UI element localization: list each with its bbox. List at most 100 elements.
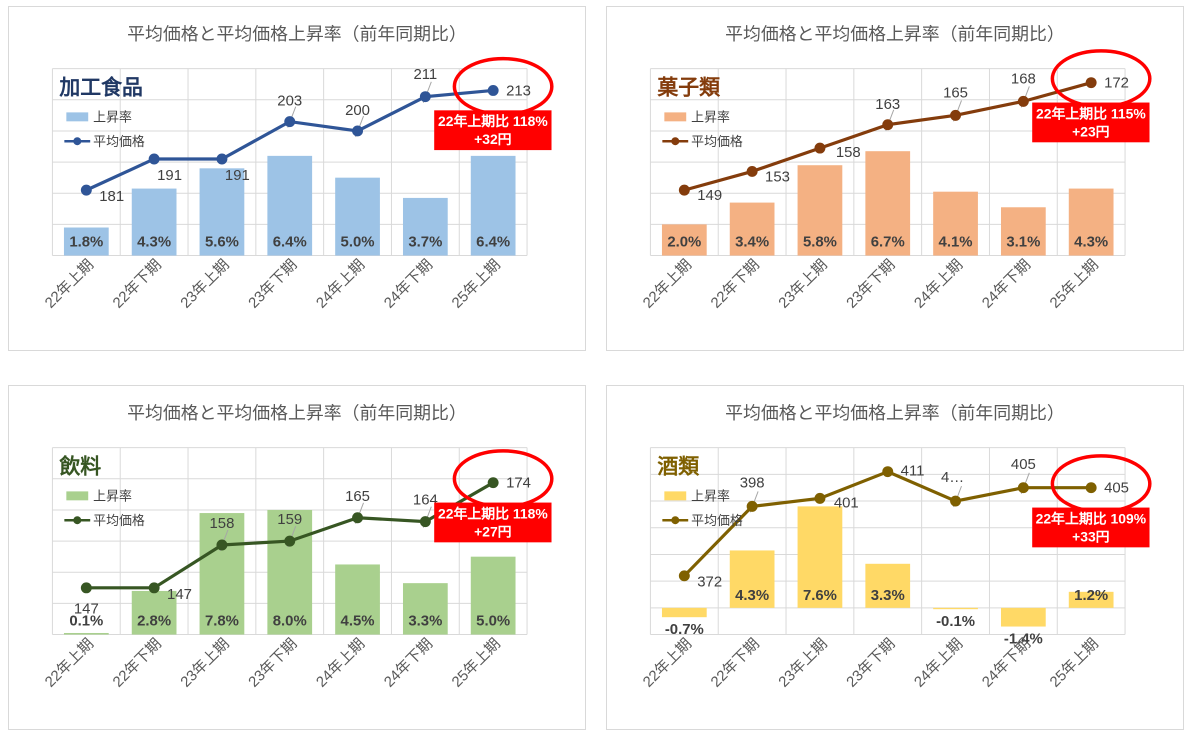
x-axis-label: 23年上期 bbox=[177, 635, 232, 690]
bar-value-label: 6.4% bbox=[273, 235, 307, 251]
x-axis-label: 23年下期 bbox=[245, 635, 300, 690]
bar-value-label: 4.3% bbox=[137, 235, 171, 251]
bar-value-label: 4.5% bbox=[341, 614, 375, 630]
x-axis-label: 23年上期 bbox=[775, 635, 830, 690]
callout-box bbox=[1032, 507, 1150, 548]
category-label: 酒類 bbox=[657, 455, 699, 478]
bar bbox=[199, 513, 245, 635]
bar bbox=[661, 607, 707, 618]
x-axis-label: 22年下期 bbox=[708, 635, 763, 690]
price-point-marker bbox=[352, 125, 364, 137]
callout-line1: 22年上期比 115% bbox=[1036, 105, 1146, 121]
x-axis-label: 22年上期 bbox=[640, 256, 695, 311]
chart-title: 平均価格と平均価格上昇率（前年同期比） bbox=[725, 403, 1065, 423]
price-value-label: 401 bbox=[834, 495, 859, 511]
highlight-ellipse bbox=[452, 56, 554, 117]
bar-value-label: 4.3% bbox=[1074, 235, 1108, 251]
chart-panel-alcohol[interactable]: 平均価格と平均価格上昇率（前年同期比） -0.7% 4.3% 7.6% 3.3% -0.1… bbox=[606, 385, 1184, 730]
price-point-marker bbox=[950, 109, 962, 121]
callout-box bbox=[1032, 102, 1150, 143]
x-axis-label: 23年下期 bbox=[843, 256, 898, 311]
legend-price-marker bbox=[73, 516, 82, 525]
price-point-marker bbox=[216, 153, 228, 165]
bar-value-label: 2.0% bbox=[667, 235, 701, 251]
bar-value-label: 3.7% bbox=[408, 235, 442, 251]
price-value-label: 211 bbox=[413, 67, 437, 83]
callout-box bbox=[434, 110, 552, 151]
x-axis-label: 25年上期 bbox=[449, 256, 504, 311]
x-axis-label: 24年下期 bbox=[979, 256, 1034, 311]
callout-box bbox=[434, 502, 552, 543]
legend-price-marker bbox=[671, 516, 680, 525]
bar bbox=[865, 151, 911, 256]
legend-price-label: 平均価格 bbox=[691, 134, 743, 149]
chart-panel-processed-foods[interactable]: 平均価格と平均価格上昇率（前年同期比） 1.8% 4.3% 5.6% 6.4% 5.0% 3… bbox=[8, 6, 586, 351]
x-axis-label: 25年上期 bbox=[1047, 256, 1102, 311]
legend-rate-label: 上昇率 bbox=[691, 109, 730, 124]
legend-rate-swatch bbox=[66, 112, 89, 122]
price-value-label: 411 bbox=[901, 464, 925, 480]
price-point-marker bbox=[419, 516, 431, 528]
bar bbox=[63, 227, 109, 256]
chart-svg: 平均価格と平均価格上昇率（前年同期比） 0.1% 2.8% 7.8% 8.0% 4.5% 3… bbox=[42, 403, 554, 691]
price-value-label: 164 bbox=[413, 493, 438, 509]
legend-price-label: 平均価格 bbox=[691, 513, 743, 528]
x-axis-label: 24年上期 bbox=[911, 635, 966, 690]
price-point-marker bbox=[814, 142, 826, 154]
bar bbox=[865, 563, 911, 608]
chart-panel-confectionery[interactable]: 平均価格と平均価格上昇率（前年同期比） 2.0% 3.4% 5.8% 6.7% 4.1% 3… bbox=[606, 6, 1184, 351]
bar-value-label: 8.0% bbox=[273, 614, 307, 630]
price-point-marker bbox=[882, 466, 894, 478]
chart-panel-beverages[interactable]: 平均価格と平均価格上昇率（前年同期比） 0.1% 2.8% 7.8% 8.0% 4.5% 3… bbox=[8, 385, 586, 730]
bar bbox=[402, 197, 448, 256]
price-point-marker bbox=[352, 512, 364, 524]
price-value-label: 158 bbox=[210, 516, 235, 532]
bar-value-label: 1.8% bbox=[69, 235, 103, 251]
price-point-marker bbox=[950, 495, 962, 507]
bar bbox=[402, 583, 448, 635]
bar-value-label: 7.6% bbox=[803, 588, 837, 604]
bar bbox=[933, 607, 978, 610]
price-value-label: 181 bbox=[99, 189, 124, 205]
callout-line1: 22年上期比 118% bbox=[438, 113, 548, 129]
price-point-marker bbox=[678, 184, 690, 196]
legend-rate-swatch bbox=[66, 491, 89, 501]
bar-value-label: 7.8% bbox=[205, 614, 239, 630]
price-point-marker bbox=[1017, 482, 1029, 494]
price-point-marker bbox=[746, 500, 758, 512]
price-value-label: 372 bbox=[697, 575, 722, 591]
price-value-label: 174 bbox=[506, 476, 531, 492]
callout-line1: 22年上期比 118% bbox=[438, 505, 548, 521]
price-point-marker bbox=[80, 184, 92, 196]
x-axis-label: 24年下期 bbox=[381, 635, 436, 690]
legend-price-label: 平均価格 bbox=[93, 513, 145, 528]
price-point-marker bbox=[216, 539, 228, 551]
highlight-ellipse bbox=[1050, 454, 1152, 514]
bar bbox=[267, 509, 313, 635]
price-point-marker bbox=[148, 582, 160, 594]
price-point-marker bbox=[814, 492, 826, 504]
price-value-label: 203 bbox=[277, 94, 302, 110]
bar-value-label: 6.7% bbox=[871, 235, 905, 251]
x-axis-label: 23年下期 bbox=[245, 256, 300, 311]
price-value-label: 191 bbox=[157, 168, 182, 184]
x-axis-label: 23年上期 bbox=[177, 256, 232, 311]
price-point-marker bbox=[487, 477, 499, 489]
x-axis-label: 22年上期 bbox=[640, 635, 695, 690]
price-value-label: 405 bbox=[1104, 481, 1129, 497]
x-axis-label: 23年下期 bbox=[843, 635, 898, 690]
price-point-marker bbox=[284, 116, 296, 128]
price-value-label: 191 bbox=[225, 168, 250, 184]
bar-value-label: 5.8% bbox=[803, 235, 837, 251]
chart-svg: 平均価格と平均価格上昇率（前年同期比） 1.8% 4.3% 5.6% 6.4% 5.0% 3… bbox=[42, 24, 554, 312]
bar-value-label: 6.4% bbox=[476, 235, 510, 251]
bar-value-label: 5.6% bbox=[205, 235, 239, 251]
x-axis-label: 22年上期 bbox=[42, 256, 97, 311]
price-value-label: 4… bbox=[941, 470, 964, 486]
x-axis-label: 24年上期 bbox=[313, 256, 368, 311]
bar-value-label: 3.1% bbox=[1006, 235, 1040, 251]
bar bbox=[131, 188, 177, 256]
price-point-marker bbox=[1017, 95, 1029, 107]
price-value-label: 213 bbox=[506, 83, 531, 99]
bar-value-label: -0.7% bbox=[665, 622, 704, 638]
